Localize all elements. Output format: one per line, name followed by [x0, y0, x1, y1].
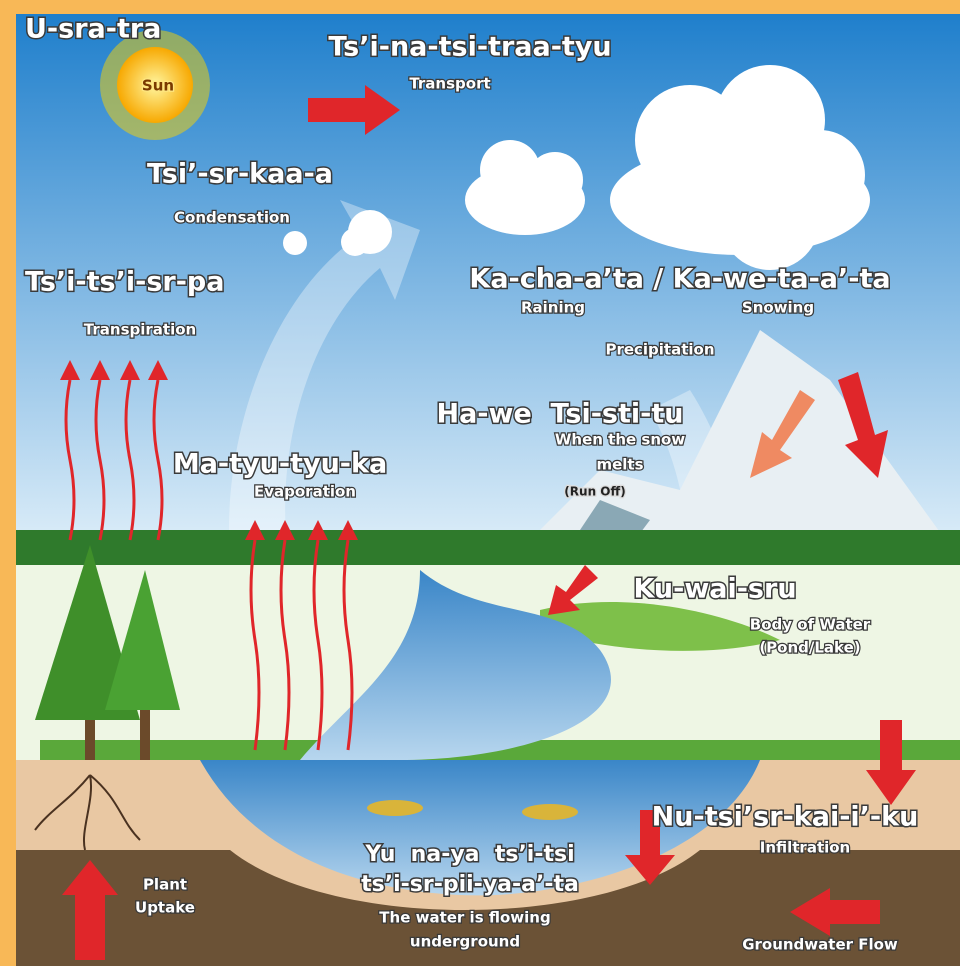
sun-name: U-sra-tra [25, 14, 161, 45]
transport-english: Transport [409, 75, 490, 93]
water-english: (Pond/Lake) [759, 639, 860, 657]
underground-name: Yu na-ya ts’i-tsi [364, 842, 574, 867]
sun-label: Sun [142, 77, 174, 95]
runoff-english: When the snow [555, 431, 685, 449]
water-name: Ku-wai-sru [633, 574, 796, 605]
evaporation-name: Ma-tyu-tyu-ka [173, 449, 387, 480]
underground-english: underground [410, 933, 520, 951]
tree [105, 570, 180, 710]
tree-line [16, 530, 960, 570]
lake [200, 760, 760, 896]
bedrock [16, 850, 960, 966]
runoff-note: (Run Off) [564, 485, 625, 499]
infiltration-name: Nu-tsi’sr-kai-i’-ku [652, 802, 919, 833]
runoff-english: melts [596, 456, 643, 474]
snowing: Snowing [742, 299, 814, 317]
condensation-english: Condensation [174, 209, 290, 227]
sun [117, 47, 193, 123]
tree [35, 545, 140, 720]
precipitation-name: Ka-cha-a’ta / Ka-we-ta-a’-ta [469, 264, 890, 295]
runoff-name: Ha-we Tsi-sti-tu [436, 399, 683, 430]
fish [522, 804, 578, 820]
precipitation-english: Precipitation [605, 341, 714, 359]
fish [367, 800, 423, 816]
uptake-arrow [62, 860, 118, 960]
mountain [510, 330, 960, 560]
raining: Raining [521, 299, 585, 317]
uptake-english: Plant [143, 876, 187, 894]
stream-arrow [548, 565, 598, 615]
groundwater-english: Groundwater Flow [742, 936, 898, 954]
snow-arrow [838, 372, 888, 478]
infiltration-english: Infiltration [760, 839, 851, 857]
clouds [283, 65, 870, 270]
transport-name: Ts’i-na-tsi-traa-tyu [328, 32, 611, 63]
water-english: Body of Water [750, 616, 871, 634]
infiltration-arrow [866, 720, 916, 805]
infiltration-arrow [625, 810, 675, 885]
evaporation-english: Evaporation [254, 483, 356, 501]
roots [34, 774, 141, 851]
underground-english: The water is flowing [379, 909, 550, 927]
stream [300, 570, 611, 760]
vapor-arrows [60, 360, 358, 751]
uptake-english: Uptake [135, 899, 195, 917]
underground-name: ts’i-sr-pii-ya-a’-ta [361, 872, 579, 897]
condensation-name: Tsi’-sr-kaa-a [147, 159, 333, 190]
transport-arrow [308, 85, 400, 135]
grass [540, 601, 780, 651]
groundwater-arrow [790, 888, 880, 936]
transpiration-name: Ts’i-ts’i-sr-pa [25, 267, 224, 298]
runoff-arrow [750, 390, 815, 478]
labels: U-sra-tra Sun Ts’i-na-tsi-traa-tyu Trans… [24, 12, 920, 955]
transpiration-english: Transpiration [84, 321, 196, 339]
